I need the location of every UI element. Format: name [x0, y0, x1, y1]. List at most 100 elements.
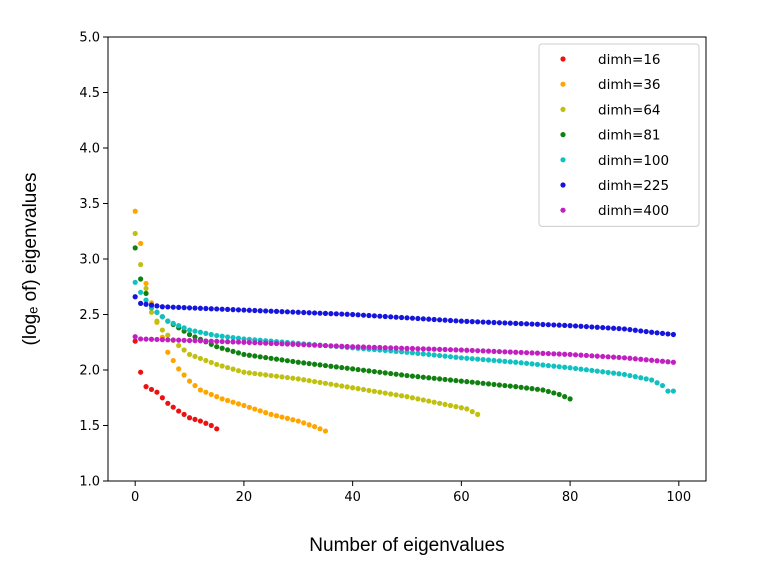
data-point — [643, 328, 649, 335]
data-point — [572, 323, 579, 329]
data-point — [583, 323, 590, 330]
data-point — [268, 340, 274, 346]
series-dimh-16 — [132, 338, 220, 432]
data-point — [562, 364, 568, 370]
x-tick-label: 100 — [666, 490, 691, 505]
data-point — [382, 370, 388, 376]
data-point — [600, 369, 606, 375]
data-point — [442, 317, 448, 323]
data-point — [409, 345, 416, 352]
data-point — [600, 324, 606, 331]
data-point — [616, 354, 622, 361]
data-point — [322, 428, 329, 434]
data-point — [181, 325, 187, 331]
data-point — [371, 368, 377, 375]
data-point — [502, 382, 508, 389]
data-point — [480, 356, 486, 363]
data-point — [654, 358, 660, 364]
data-point — [317, 379, 323, 386]
data-point — [616, 325, 622, 332]
data-point — [219, 396, 225, 402]
data-point — [491, 319, 497, 326]
data-point — [464, 347, 470, 353]
data-point — [518, 321, 524, 327]
data-point — [214, 338, 220, 344]
data-point — [453, 347, 459, 353]
data-point — [246, 370, 252, 376]
data-point — [290, 358, 296, 365]
data-point — [458, 318, 464, 324]
data-point — [197, 329, 204, 335]
data-point — [143, 297, 149, 303]
data-point — [366, 387, 372, 394]
data-point — [306, 422, 312, 428]
data-point — [355, 386, 361, 392]
data-point — [154, 318, 160, 324]
data-point — [350, 366, 356, 372]
data-point — [621, 326, 628, 332]
data-point — [426, 316, 432, 322]
data-point — [290, 375, 296, 381]
data-point — [393, 345, 399, 351]
data-point — [284, 374, 290, 381]
data-point — [197, 418, 204, 424]
data-point — [507, 383, 513, 389]
y-tick-label: 4.0 — [79, 142, 100, 157]
data-point — [295, 341, 301, 348]
data-point — [513, 320, 519, 326]
data-point — [437, 352, 443, 359]
data-point — [638, 356, 644, 362]
data-point — [360, 312, 367, 318]
data-point — [208, 331, 214, 338]
data-point — [469, 409, 475, 415]
legend-item: dimh=400 — [560, 203, 669, 219]
y-axis-label: (logₑ of) eigenvalues — [20, 173, 41, 346]
data-point — [350, 385, 356, 391]
data-point — [241, 369, 247, 375]
data-point — [469, 379, 475, 385]
data-point — [453, 354, 459, 360]
data-point — [235, 368, 242, 374]
data-point — [186, 305, 193, 311]
data-point — [138, 369, 144, 375]
data-point — [235, 350, 242, 356]
data-point — [366, 368, 372, 374]
data-point — [268, 308, 274, 314]
legend-marker — [560, 157, 566, 163]
data-point — [159, 395, 165, 401]
data-point — [605, 369, 611, 376]
data-point — [339, 383, 345, 389]
data-point — [534, 386, 541, 392]
data-point — [230, 334, 236, 341]
data-point — [311, 361, 318, 367]
data-point — [132, 334, 138, 340]
data-point — [404, 349, 410, 355]
y-tick-label: 4.5 — [79, 86, 100, 101]
data-point — [415, 315, 421, 322]
data-point — [344, 384, 350, 390]
data-point — [382, 313, 388, 320]
data-point — [556, 391, 562, 398]
data-point — [186, 351, 193, 358]
data-point — [208, 359, 214, 366]
data-point — [148, 309, 155, 315]
data-point — [252, 307, 258, 314]
data-point — [355, 366, 361, 373]
data-point — [132, 279, 138, 285]
data-point — [268, 355, 274, 361]
data-point — [545, 388, 551, 395]
data-point — [540, 362, 546, 368]
data-point — [670, 388, 676, 394]
data-point — [496, 358, 503, 364]
data-point — [469, 356, 475, 362]
data-point — [159, 327, 165, 333]
data-point — [344, 311, 350, 317]
data-point — [621, 371, 628, 378]
legend-item: dimh=81 — [560, 128, 661, 144]
data-point — [491, 348, 497, 354]
data-point — [311, 342, 318, 348]
data-point — [132, 338, 138, 344]
data-point — [502, 320, 508, 326]
data-point — [192, 328, 198, 334]
